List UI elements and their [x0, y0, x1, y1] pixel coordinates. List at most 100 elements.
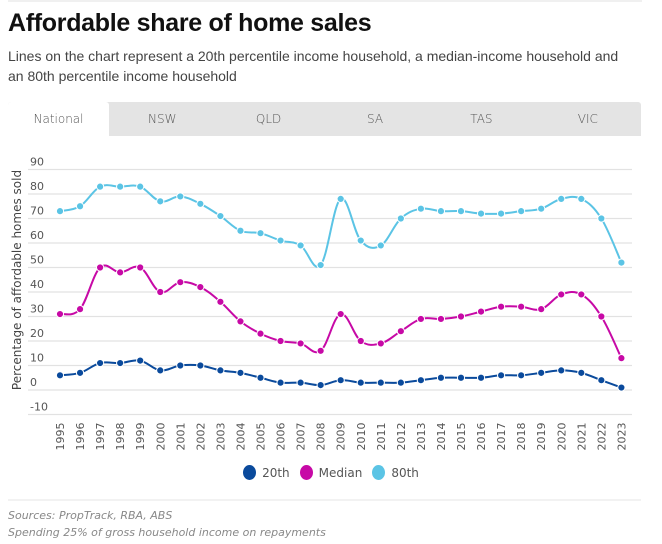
data-point-80th[interactable] — [176, 192, 185, 201]
data-point-80th[interactable] — [216, 211, 225, 221]
data-point-median[interactable] — [356, 336, 365, 346]
data-point-median[interactable] — [476, 307, 486, 316]
data-point-median[interactable] — [116, 268, 125, 277]
data-point-80th[interactable] — [336, 194, 345, 204]
series-20th — [55, 356, 626, 392]
data-point-80th[interactable] — [617, 258, 626, 267]
data-point-median[interactable] — [597, 312, 606, 321]
data-point-80th[interactable] — [196, 199, 205, 208]
data-point-20th[interactable] — [296, 378, 305, 387]
data-point-80th[interactable] — [55, 207, 65, 216]
data-point-80th[interactable] — [517, 207, 526, 216]
data-point-20th[interactable] — [96, 358, 105, 368]
data-point-80th[interactable] — [376, 241, 385, 250]
data-point-median[interactable] — [176, 278, 185, 287]
data-point-20th[interactable] — [517, 371, 526, 380]
data-point-20th[interactable] — [537, 368, 546, 377]
data-point-20th[interactable] — [557, 366, 566, 375]
data-point-20th[interactable] — [436, 373, 446, 382]
data-point-80th[interactable] — [356, 236, 365, 245]
data-point-median[interactable] — [517, 302, 526, 311]
legend-marker-80th — [372, 465, 386, 480]
data-point-median[interactable] — [497, 302, 506, 311]
data-point-median[interactable] — [436, 314, 446, 324]
data-point-80th[interactable] — [456, 207, 466, 216]
tab-tas[interactable]: TAS — [470, 112, 493, 126]
data-point-20th[interactable] — [236, 368, 245, 377]
data-point-median[interactable] — [296, 339, 305, 348]
data-point-80th[interactable] — [476, 209, 486, 218]
x-tick-label: 2018 — [515, 423, 528, 451]
data-point-median[interactable] — [196, 283, 205, 292]
data-point-median[interactable] — [216, 297, 225, 306]
data-point-median[interactable] — [156, 287, 165, 297]
data-point-80th[interactable] — [296, 241, 305, 250]
legend-item-80th[interactable]: 80th — [372, 465, 419, 480]
legend-item-20th[interactable]: 20th — [243, 465, 290, 480]
data-point-20th[interactable] — [136, 356, 145, 365]
data-point-median[interactable] — [136, 263, 145, 272]
data-point-median[interactable] — [75, 305, 85, 314]
data-point-80th[interactable] — [597, 214, 606, 223]
data-point-80th[interactable] — [577, 194, 586, 204]
legend-item-median[interactable]: Median — [299, 465, 362, 480]
data-point-median[interactable] — [336, 309, 345, 319]
data-point-20th[interactable] — [75, 368, 85, 377]
data-point-80th[interactable] — [136, 182, 145, 191]
data-point-20th[interactable] — [316, 381, 325, 390]
data-point-median[interactable] — [617, 354, 626, 363]
data-point-80th[interactable] — [256, 229, 265, 238]
data-point-80th[interactable] — [416, 204, 425, 213]
data-point-80th[interactable] — [436, 207, 446, 216]
data-point-20th[interactable] — [176, 361, 185, 370]
data-point-median[interactable] — [577, 290, 586, 299]
data-point-20th[interactable] — [416, 376, 425, 385]
data-point-20th[interactable] — [497, 371, 506, 380]
data-point-20th[interactable] — [116, 358, 125, 368]
data-point-median[interactable] — [55, 309, 65, 319]
data-point-median[interactable] — [537, 305, 546, 314]
data-point-80th[interactable] — [537, 204, 546, 213]
data-point-median[interactable] — [396, 327, 405, 336]
data-point-20th[interactable] — [276, 378, 285, 387]
data-point-20th[interactable] — [396, 378, 405, 387]
data-point-20th[interactable] — [577, 368, 586, 377]
data-point-20th[interactable] — [376, 378, 385, 387]
x-tick-label: 2008 — [315, 423, 328, 451]
data-point-80th[interactable] — [156, 197, 165, 206]
data-point-20th[interactable] — [597, 376, 606, 385]
data-point-20th[interactable] — [336, 376, 345, 385]
data-point-80th[interactable] — [96, 182, 105, 191]
data-point-median[interactable] — [416, 314, 425, 324]
data-point-median[interactable] — [316, 346, 325, 355]
data-point-median[interactable] — [236, 317, 245, 326]
data-point-median[interactable] — [376, 339, 385, 348]
data-point-20th[interactable] — [256, 373, 265, 382]
data-point-20th[interactable] — [617, 383, 626, 392]
tab-vic[interactable]: VIC — [577, 112, 598, 126]
data-point-80th[interactable] — [497, 209, 506, 218]
data-point-80th[interactable] — [396, 214, 405, 223]
tab-qld[interactable]: QLD — [255, 112, 282, 126]
data-point-median[interactable] — [456, 312, 466, 321]
data-point-80th[interactable] — [276, 236, 285, 245]
data-point-20th[interactable] — [456, 373, 466, 382]
data-point-80th[interactable] — [557, 194, 566, 204]
data-point-20th[interactable] — [156, 366, 165, 375]
data-point-median[interactable] — [96, 263, 105, 272]
data-point-20th[interactable] — [216, 366, 225, 375]
tab-sa[interactable]: SA — [366, 112, 384, 126]
data-point-20th[interactable] — [55, 371, 65, 380]
data-point-80th[interactable] — [116, 182, 125, 191]
data-point-80th[interactable] — [75, 202, 85, 211]
data-point-20th[interactable] — [476, 373, 486, 382]
data-point-median[interactable] — [256, 329, 265, 338]
data-point-median[interactable] — [557, 290, 566, 299]
tab-nsw[interactable]: NSW — [147, 112, 177, 126]
data-point-20th[interactable] — [356, 378, 365, 387]
data-point-80th[interactable] — [316, 260, 325, 270]
data-point-median[interactable] — [276, 336, 285, 346]
tab-national[interactable]: National — [8, 102, 109, 136]
data-point-20th[interactable] — [196, 361, 205, 370]
data-point-80th[interactable] — [236, 226, 245, 235]
